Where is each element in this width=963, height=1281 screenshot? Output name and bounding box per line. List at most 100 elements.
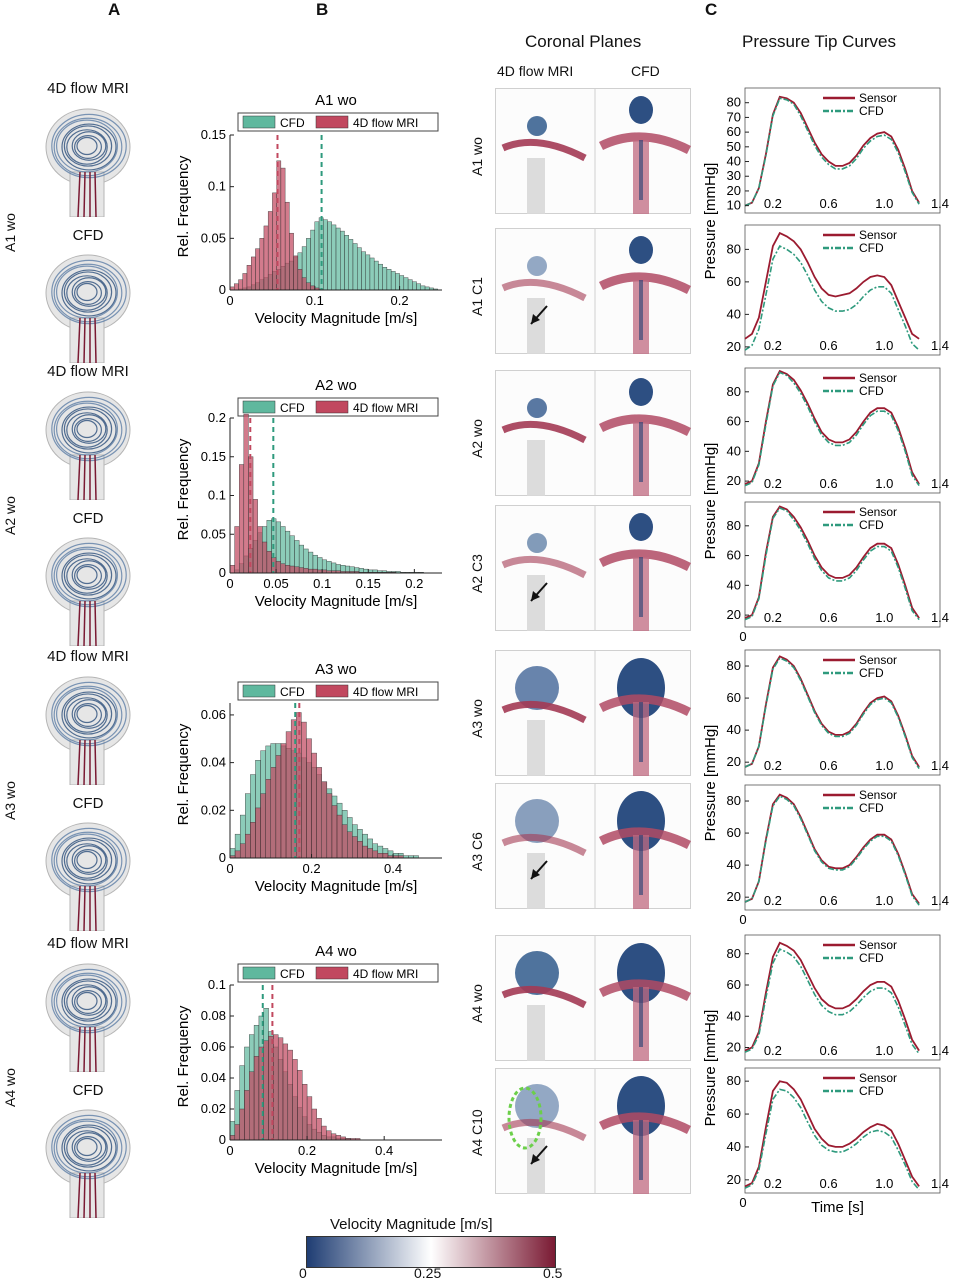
y-tick-label: 0.15 [201, 127, 226, 142]
y-tick-label: 0.1 [208, 488, 226, 503]
cfd-line [744, 371, 920, 487]
mri-branch [501, 420, 587, 444]
legend-swatch-mri [315, 400, 349, 414]
y-tick-label: 40 [727, 577, 741, 592]
histogram-legend: CFD 4D flow MRI [237, 112, 439, 132]
inflow-streamline [83, 885, 86, 931]
histogram-4: A4 wo CFD 4D flow MRI 0 0.2 0.4 0 0.02 0.04 0.06 0… [175, 943, 442, 1177]
y-axis-label: Pressure [mmHg] [702, 443, 719, 560]
legend-swatch-mri [315, 115, 349, 129]
streamline [66, 984, 108, 1020]
stream-label-cfd: CFD [72, 1082, 104, 1099]
coronal-plane-images [495, 228, 691, 354]
y-tick-label: 80 [727, 946, 741, 961]
mri-parent-vessel [527, 1005, 545, 1061]
highlight-ellipse [507, 1086, 543, 1150]
x-tick-label: 1.0 [875, 893, 893, 908]
streamline [56, 402, 118, 456]
x-tick-label: 0.6 [820, 893, 838, 908]
streamline [73, 990, 102, 1014]
streamline [76, 565, 98, 585]
legend-label-sensor: Sensor [859, 653, 897, 667]
stream-label-mri: 4D flow MRI [47, 935, 129, 952]
x-axis-label: Velocity Magnitude [m/s] [255, 878, 418, 895]
cfd-branch [598, 272, 691, 295]
mri-parent-vessel [527, 158, 545, 214]
streamline [73, 564, 102, 588]
streamline [66, 275, 108, 311]
streamline [71, 277, 107, 307]
cfd-line [744, 1088, 920, 1191]
x-tick-label: 0 [226, 576, 233, 591]
streamline [53, 972, 123, 1032]
histogram-legend: CFD 4D flow MRI [237, 681, 439, 701]
mri-branch [501, 833, 587, 857]
y-tick-label: 0.05 [201, 526, 226, 541]
mri-aneurysm [515, 1084, 559, 1128]
x-axis-label: Velocity Magnitude [m/s] [255, 310, 418, 327]
cfd-core-flow [639, 280, 643, 340]
streamline [61, 406, 117, 454]
cfd-core-flow [639, 835, 643, 895]
x-tick-label: 0.2 [764, 196, 782, 211]
cfd-branch [598, 1112, 691, 1135]
streamline [63, 271, 113, 313]
x-tick-label: 1.4 [931, 758, 949, 773]
y-tick-label: 10 [727, 198, 741, 213]
cfd-core-flow [639, 702, 643, 762]
streamline [63, 554, 113, 596]
y-axis-label: Pressure [mmHg] [702, 163, 719, 280]
x-tick-label: 0 [226, 293, 233, 308]
y-tick-label: 0.15 [201, 449, 226, 464]
legend-label-sensor: Sensor [859, 1071, 897, 1085]
legend-swatch-cfd [242, 966, 276, 980]
streamline [76, 136, 98, 156]
coronal-plane-images [495, 650, 691, 776]
x-tick-label: 1.0 [875, 196, 893, 211]
y-tick-label: 80 [727, 384, 741, 399]
y-tick-label: 80 [727, 793, 741, 808]
x-tick-label: 0 [739, 912, 746, 927]
sensor-line [744, 1080, 920, 1188]
inflow-streamline [94, 1026, 97, 1072]
arrow-head-icon [531, 314, 540, 324]
y-tick-label: 20 [727, 473, 741, 488]
legend-label-cfd: CFD [280, 116, 305, 130]
y-tick-label: 20 [727, 754, 741, 769]
vessel-shape [69, 600, 105, 646]
y-tick-label: 30 [727, 168, 741, 183]
mri-aneurysm [527, 398, 547, 418]
legend-label-sensor: Sensor [859, 91, 897, 105]
y-tick-label: 0.04 [201, 1070, 226, 1085]
y-axis-label: Rel. Frequency [175, 438, 192, 540]
y-tick-label: 60 [727, 548, 741, 563]
coronal-plane-images [495, 935, 691, 1061]
sensor-line [744, 941, 920, 1052]
histogram-1: A1 wo CFD 4D flow MRI 0 0.1 0.2 0 0.05 0.1 0.15 Ve… [175, 92, 442, 327]
x-tick-label: 0.2 [764, 1043, 782, 1058]
streamline [53, 546, 123, 606]
histogram-title: A4 wo [315, 943, 357, 960]
y-tick-label: 20 [727, 889, 741, 904]
streamline-render-mri [45, 391, 131, 500]
streamline [53, 400, 123, 460]
streamline [63, 1126, 113, 1168]
panel-letter-a: A [108, 0, 121, 19]
mri-aneurysm [527, 256, 547, 276]
sensor-line [744, 793, 920, 905]
mri-parent-vessel [527, 440, 545, 496]
streamline [61, 123, 117, 171]
streamline [73, 1136, 102, 1160]
colorbar-tick-0-5: 0.5 [543, 1265, 563, 1281]
legend-label-mri: 4D flow MRI [353, 116, 418, 130]
sensor-line [744, 369, 920, 485]
y-tick-label: 40 [727, 154, 741, 169]
legend-swatch-mri [315, 684, 349, 698]
cfd-core-flow [639, 1120, 643, 1180]
mri-aneurysm [527, 116, 547, 136]
x-tick-label: 1.4 [931, 610, 949, 625]
